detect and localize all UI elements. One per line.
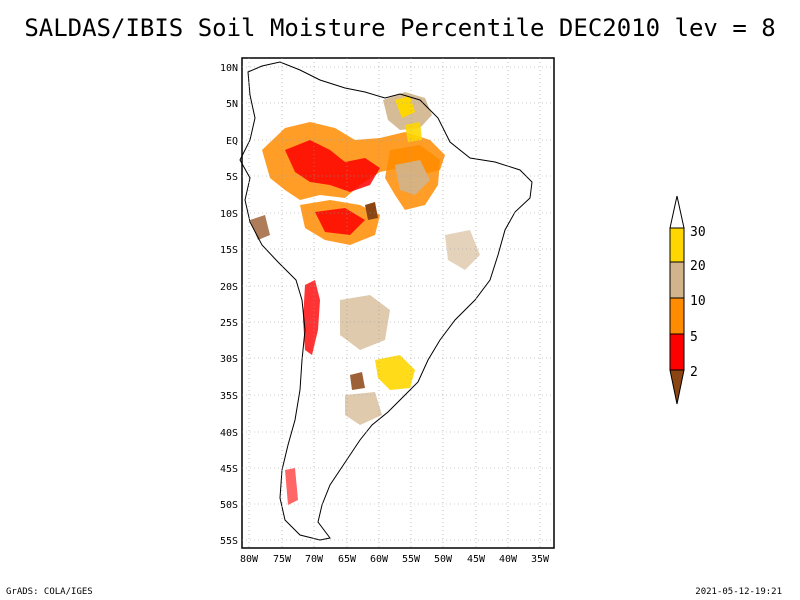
map-title: SALDAS/IBIS Soil Moisture Percentile DEC… — [24, 14, 776, 42]
lat-tick: 15S — [220, 245, 238, 256]
lat-tick: 5S — [226, 172, 238, 183]
colorbar-label: 20 — [690, 259, 706, 274]
colorbar-label: 2 — [690, 365, 698, 380]
colorbar-label: 10 — [690, 294, 706, 309]
lat-tick: 5N — [226, 99, 238, 110]
colorbar-label: 5 — [690, 330, 698, 345]
lat-tick: 50S — [220, 500, 238, 511]
lon-tick: 35W — [531, 554, 550, 565]
lat-tick: 10S — [220, 209, 238, 220]
lon-tick: 45W — [467, 554, 486, 565]
percentile-patches — [250, 92, 480, 505]
colorbar: 30 20 10 5 2 — [669, 195, 706, 405]
lon-tick: 40W — [499, 554, 518, 565]
gridlines — [242, 58, 554, 548]
footer-credit: GrADS: COLA/IGES — [6, 587, 93, 597]
lon-tick: 75W — [273, 554, 292, 565]
lon-tick: 60W — [370, 554, 389, 565]
lat-tick: 55S — [220, 536, 238, 547]
colorbar-bin — [669, 297, 685, 335]
lon-tick: 80W — [240, 554, 259, 565]
lon-tick: 65W — [338, 554, 357, 565]
lat-tick: 30S — [220, 354, 238, 365]
lat-tick-labels: 10N 5N EQ 5S 10S 15S 20S 25S 30S 35S 40S… — [220, 63, 238, 547]
lon-tick: 50W — [434, 554, 453, 565]
lat-tick: 40S — [220, 428, 238, 439]
colorbar-label: 30 — [690, 225, 706, 240]
colorbar-bottom-arrow — [669, 369, 685, 405]
colorbar-top-arrow — [669, 195, 685, 229]
lon-tick: 70W — [305, 554, 324, 565]
continent-outline — [239, 61, 533, 541]
lon-tick: 55W — [402, 554, 421, 565]
colorbar-bin — [669, 261, 685, 299]
lat-tick: 20S — [220, 282, 238, 293]
map-frame — [241, 57, 555, 549]
lat-tick: EQ — [226, 136, 238, 147]
colorbar-bin — [669, 227, 685, 263]
lat-tick: 45S — [220, 464, 238, 475]
lat-tick: 10N — [220, 63, 238, 74]
footer-timestamp: 2021-05-12-19:21 — [695, 587, 782, 597]
lat-tick: 35S — [220, 391, 238, 402]
lon-tick-labels: 80W 75W 70W 65W 60W 55W 50W 45W 40W 35W — [240, 554, 550, 565]
colorbar-bin — [669, 333, 685, 371]
lat-tick: 25S — [220, 318, 238, 329]
